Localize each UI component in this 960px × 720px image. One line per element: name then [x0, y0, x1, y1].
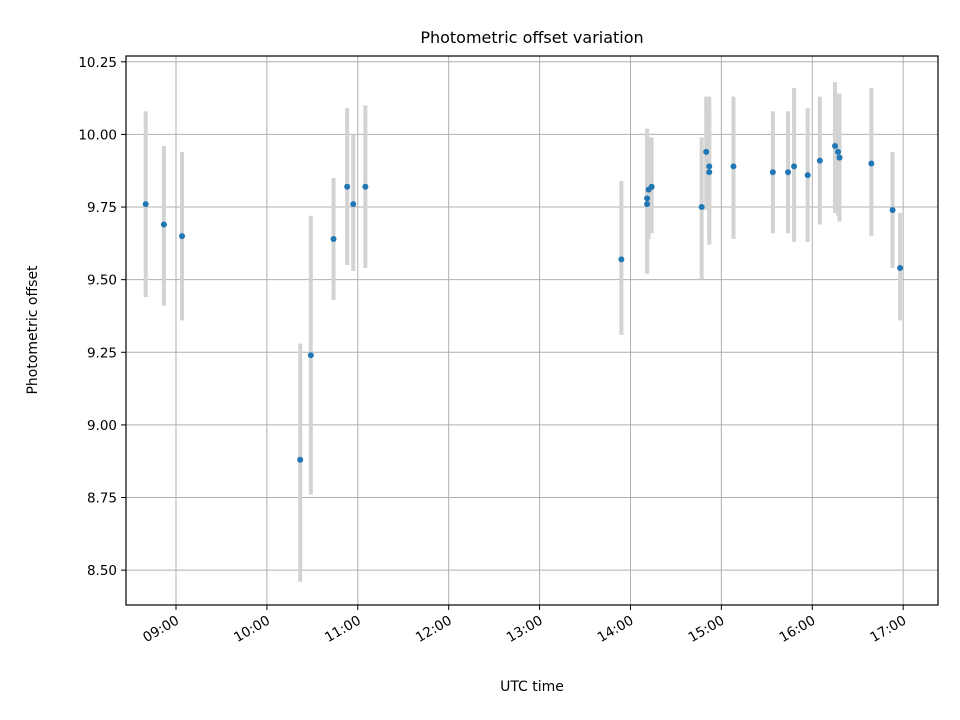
data-point [644, 201, 651, 208]
data-point [769, 169, 776, 176]
data-point [179, 233, 186, 240]
data-point [836, 154, 843, 161]
data-point [791, 163, 798, 170]
data-point [307, 352, 314, 359]
data-point [804, 172, 811, 179]
data-point [730, 163, 737, 170]
data-point [897, 265, 904, 272]
data-point [698, 204, 705, 211]
grid-lines [126, 56, 938, 605]
data-points [142, 143, 904, 463]
data-point [703, 148, 710, 155]
data-point [706, 163, 713, 170]
y-tick-label: 9.75 [87, 200, 117, 216]
data-point [350, 201, 357, 208]
data-point [297, 456, 304, 463]
data-point [706, 169, 713, 176]
y-tick-label: 9.25 [87, 345, 117, 361]
data-point [835, 148, 842, 155]
data-point [648, 183, 655, 190]
data-point [785, 169, 792, 176]
data-point [362, 183, 369, 190]
y-tick-label: 10.00 [78, 127, 117, 143]
y-tick-label: 8.75 [87, 491, 117, 507]
data-point [344, 183, 351, 190]
data-point [889, 206, 896, 213]
y-axis-ticks: 8.50 8.75 9.00 9.25 9.50 9.75 10.00 10.25 [78, 55, 126, 579]
x-axis-label: UTC time [500, 679, 564, 695]
y-tick-label: 10.25 [78, 55, 117, 71]
y-tick-label: 9.00 [87, 418, 117, 434]
data-point [831, 143, 838, 150]
chart-title: Photometric offset variation [420, 28, 643, 47]
plot-frame [125, 55, 939, 606]
y-tick-label: 8.50 [87, 563, 117, 579]
data-point [330, 236, 337, 242]
data-point [160, 221, 167, 228]
data-point [816, 157, 823, 164]
y-tick-label: 9.50 [87, 273, 117, 289]
data-point [142, 201, 149, 208]
y-axis-label: Photometric offset [25, 265, 41, 395]
data-point [868, 160, 875, 167]
data-point [644, 195, 651, 202]
data-point [618, 256, 625, 263]
